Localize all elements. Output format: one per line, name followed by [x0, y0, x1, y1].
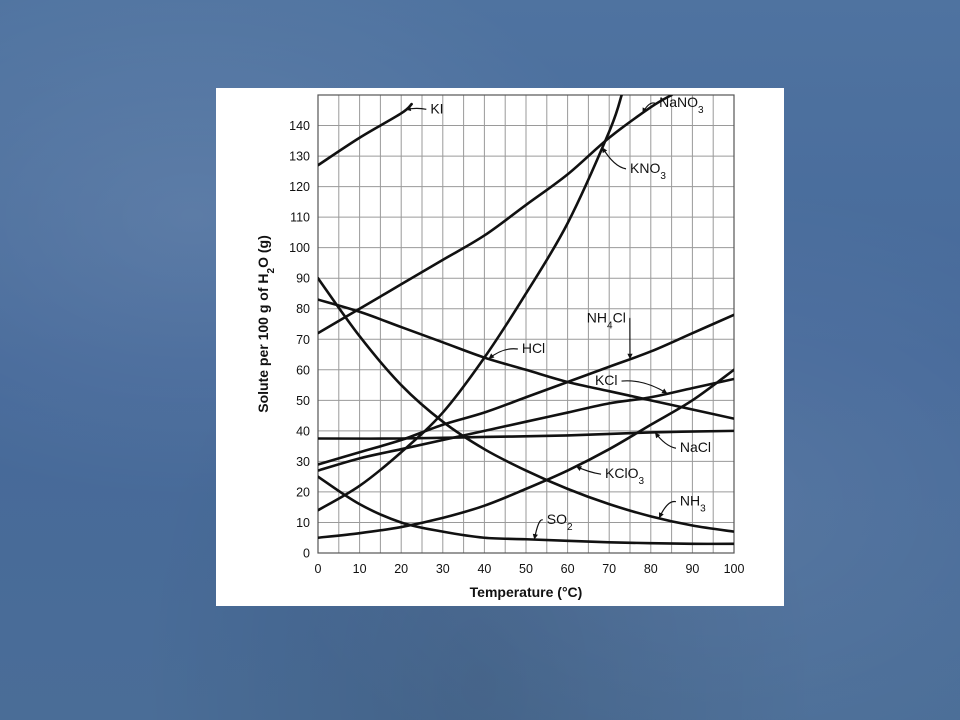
y-axis-title: Solute per 100 g of H2O (g) [255, 235, 277, 412]
annotation-arrowhead [642, 107, 648, 114]
annotation-arrowhead [661, 388, 668, 394]
x-tick-label: 30 [436, 562, 450, 576]
y-tick-label: 130 [289, 150, 310, 164]
y-tick-label: 110 [290, 211, 310, 225]
x-tick-label: 80 [644, 562, 658, 576]
x-tick-label: 20 [394, 562, 408, 576]
x-tick-label: 90 [685, 562, 699, 576]
series-line-nh4cl [318, 313, 734, 466]
series-label-kno3: KNO3 [630, 160, 666, 182]
series-label-kcl: KCl [595, 372, 618, 388]
x-tick-label: 0 [315, 562, 322, 576]
x-tick-label: 50 [519, 562, 533, 576]
y-tick-label: 20 [296, 485, 310, 499]
series-label-so2: SO2 [547, 511, 573, 533]
y-tick-label: 10 [296, 516, 310, 530]
series-label-nh3: NH3 [680, 493, 706, 515]
series-line-hcl [318, 298, 734, 420]
y-tick-label: 90 [296, 272, 310, 286]
series-line-nh3 [318, 276, 734, 533]
x-tick-label: 60 [561, 562, 575, 576]
annotation-arrow [621, 380, 668, 395]
annotation-arrowhead [405, 105, 412, 112]
y-tick-label: 100 [289, 241, 310, 255]
annotation-arrowhead [654, 432, 661, 439]
y-tick-label: 120 [289, 180, 310, 194]
series-line-kcl [318, 377, 734, 472]
series-label-hcl: HCl [522, 340, 545, 356]
series-label-nh4cl: NH4Cl [587, 309, 626, 331]
annotation-arrowhead [488, 353, 495, 359]
series-label-kclo3: KClO3 [605, 465, 644, 487]
series-label-nano3: NaNO3 [659, 94, 704, 116]
solubility-chart: 0 10 20 30 40 50 60 70 80 90 100 0 10 20 30 40 50 60 70 80 9… [255, 94, 745, 600]
x-tick-label: 10 [353, 562, 367, 576]
y-tick-label: 140 [289, 119, 310, 133]
y-tick-label: 50 [296, 394, 310, 408]
series-line-nano3 [318, 95, 673, 335]
annotation-arrowhead [602, 147, 608, 154]
y-tick-label: 40 [296, 424, 310, 438]
x-tick-label: 70 [602, 562, 616, 576]
series-line-kclo3 [318, 368, 734, 540]
x-tick-label: 100 [724, 562, 745, 576]
y-tick-label: 70 [296, 333, 310, 347]
chart-panel: 0 10 20 30 40 50 60 70 80 90 100 0 10 20 30 40 50 60 70 80 9… [216, 88, 784, 606]
annotation-arrowhead [658, 512, 664, 519]
series-label-nacl: NaCl [680, 439, 711, 455]
annotation-arrowhead [575, 466, 582, 471]
x-tick-label: 40 [477, 562, 491, 576]
y-tick-label: 30 [296, 455, 310, 469]
annotation-arrowhead [532, 533, 538, 540]
y-tick-label: 80 [296, 302, 310, 316]
series-line-so2 [318, 475, 734, 546]
y-tick-label: 60 [296, 363, 310, 377]
series-label-ki: KI [430, 100, 443, 116]
series-line-nacl [318, 429, 734, 440]
plot-frame [317, 94, 735, 554]
x-axis-title: Temperature (°C) [470, 584, 583, 600]
y-tick-label: 0 [303, 547, 310, 561]
annotation-arrowhead [627, 353, 633, 360]
series-line-kno3 [318, 95, 623, 512]
